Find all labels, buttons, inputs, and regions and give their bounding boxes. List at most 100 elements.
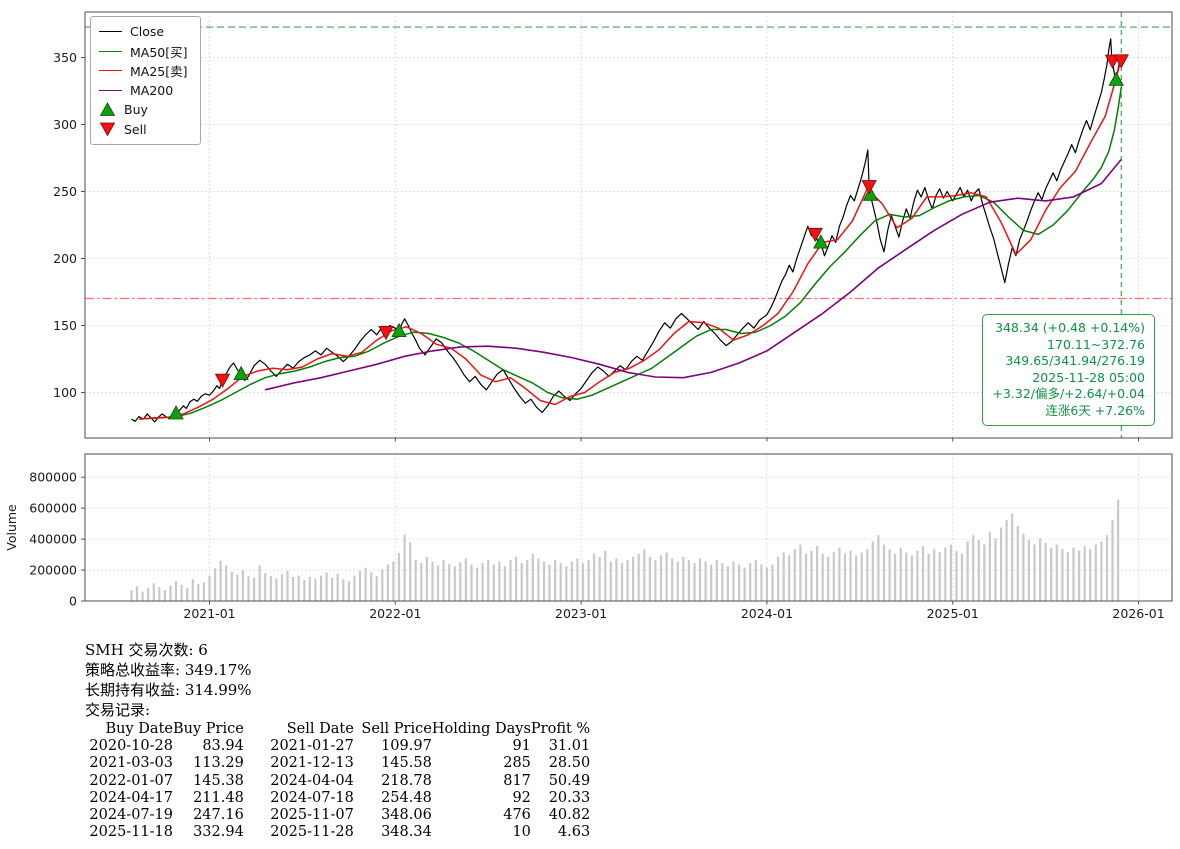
price-tick-label: 150 (53, 318, 77, 333)
volume-tick-label: 400000 (29, 531, 77, 546)
volume-bar (827, 556, 830, 601)
price-tick-label: 300 (53, 117, 77, 132)
volume-bar (821, 553, 824, 601)
volume-bar (738, 564, 741, 601)
legend-line-sample (99, 89, 122, 91)
volume-bar (1078, 550, 1081, 601)
volume-bar (877, 535, 880, 601)
volume-bar (983, 544, 986, 601)
volume-bar (364, 567, 367, 601)
volume-bar (492, 564, 495, 601)
volume-bar (816, 546, 819, 601)
trade-cell: 109.97 (381, 738, 432, 755)
volume-bar (710, 564, 713, 601)
volume-bar (687, 560, 690, 601)
volume-bar (871, 541, 874, 601)
legend-item: Sell (99, 120, 188, 140)
volume-bar (409, 542, 412, 601)
price-tick-label: 350 (53, 50, 77, 65)
buy-marker-icon (1108, 71, 1124, 86)
sell-marker-icon (1113, 54, 1129, 69)
volume-bar (1016, 526, 1019, 601)
volume-bar (1044, 543, 1047, 601)
volume-bar (804, 553, 808, 601)
volume-bar (665, 552, 668, 601)
volume-bar (788, 555, 791, 601)
ma50-line (146, 86, 1123, 420)
volume-bar (526, 560, 529, 601)
buy-marker-icon (813, 234, 829, 249)
volume-bar (977, 539, 980, 601)
volume-bar (587, 560, 590, 601)
date-tick-label: 2025-01 (927, 606, 979, 621)
volume-bar (275, 578, 278, 601)
price-panel-frame (84, 11, 1173, 439)
trade-cell: 2021-03-03 (89, 755, 173, 772)
volume-bar (141, 591, 144, 601)
info-box-line: 2025-11-28 05:00 (1032, 369, 1145, 385)
volume-bar (643, 549, 646, 601)
trade-cell: 348.34 (381, 824, 432, 841)
volume-bar (882, 544, 886, 601)
trade-row: 2020-10-28 83.94 2021-01-27 109.97 91 31.01 (85, 738, 590, 755)
volume-bar (849, 550, 852, 601)
trade-cell: 476 (503, 807, 531, 824)
volume-bar (581, 563, 585, 601)
volume-bar (860, 552, 863, 601)
volume-bar (219, 560, 222, 601)
volume-bar (1039, 538, 1042, 601)
volume-bar (230, 571, 233, 601)
chart-legend: Close MA50[买] MA25[卖] MA200 Buy Sell (90, 16, 201, 145)
trade-cell: 2024-07-19 (89, 807, 173, 824)
volume-bar (949, 544, 952, 601)
volume-bar (425, 556, 428, 601)
volume-bar (777, 556, 780, 601)
trade-cell: 348.06 (381, 807, 432, 824)
volume-bar (135, 586, 139, 601)
volume-bar (765, 567, 768, 601)
volume-bar (470, 564, 473, 601)
ma200-line (265, 158, 1122, 391)
volume-bar (626, 560, 629, 601)
volume-bar (1111, 519, 1114, 601)
trade-row: 2021-03-03 113.29 2021-12-13 145.58 285 28.50 (85, 755, 590, 772)
volume-bar (208, 576, 211, 601)
volume-bar (319, 575, 323, 601)
volume-bar (593, 553, 596, 601)
trades-col-header: Buy Price (173, 721, 244, 737)
volume-bar (509, 560, 512, 601)
volume-bar (1033, 544, 1036, 601)
trade-cell: 2020-10-28 (89, 738, 173, 755)
trade-cell: 83.94 (202, 738, 244, 755)
price-tick-label: 200 (53, 251, 77, 266)
trade-cell: 10 (512, 824, 531, 841)
volume-bar (1089, 549, 1092, 601)
volume-bar (152, 583, 155, 601)
legend-label: Sell (124, 121, 147, 137)
volume-bar (476, 567, 479, 601)
info-box-line: 349.65/341.94/276.19 (1005, 353, 1145, 369)
volume-bar (1066, 552, 1069, 601)
legend-label: MA50[买] (130, 44, 188, 60)
trade-cell: 2025-11-07 (270, 807, 354, 824)
legend-label: Close (130, 24, 165, 40)
volume-bar (598, 556, 601, 601)
trades-col-header: Profit % (530, 721, 591, 737)
volume-bar (559, 563, 562, 601)
volume-bar (431, 561, 434, 601)
volume-bar (515, 556, 518, 601)
volume-bar (855, 555, 858, 601)
volume-bar (721, 563, 724, 601)
trade-cell: 92 (512, 789, 531, 806)
volume-bar (180, 584, 183, 601)
volume-bar (894, 553, 897, 601)
volume-bar (375, 576, 378, 601)
trade-cell: 2021-12-13 (270, 755, 354, 772)
volume-bar (682, 556, 685, 601)
volume-bar (158, 587, 161, 601)
ma25-line (138, 58, 1123, 420)
volume-bar (1061, 549, 1064, 601)
volume-bar (537, 558, 540, 601)
trade-cell: 28.50 (548, 755, 591, 772)
volume-bar (436, 565, 440, 601)
